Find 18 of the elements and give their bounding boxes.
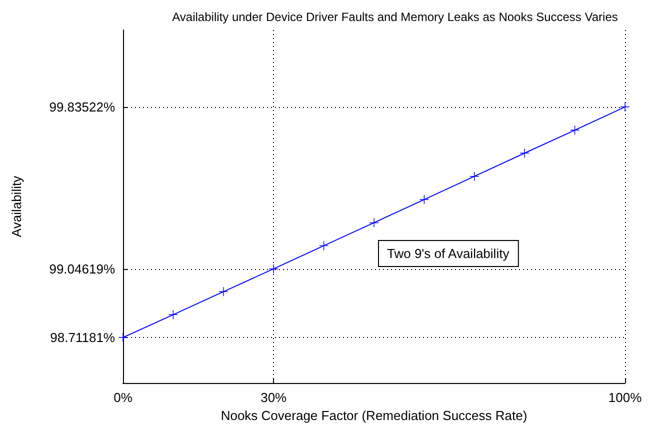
y-axis-title: Availability bbox=[9, 175, 24, 238]
y-tick-label: 99.83522% bbox=[49, 99, 116, 114]
point bbox=[470, 172, 479, 181]
point bbox=[218, 287, 228, 296]
point bbox=[420, 195, 429, 204]
point bbox=[520, 148, 530, 158]
x-tick-label: 100% bbox=[608, 390, 642, 405]
x-tick-label: 30% bbox=[260, 390, 288, 405]
annotation: Two 9's of Availability bbox=[387, 246, 510, 261]
point bbox=[620, 102, 630, 112]
y-tick-label: 99.04619% bbox=[49, 261, 116, 276]
y-tick-label: 98.71181% bbox=[50, 330, 116, 345]
x-tick-label: 0% bbox=[114, 390, 133, 405]
x-axis-title: Nooks Coverage Factor (Remediation Success Rate) bbox=[220, 408, 528, 423]
point bbox=[269, 264, 278, 274]
point bbox=[370, 218, 378, 228]
chart-title: Availability under Device Driver Faults and Memory Leaks as Nooks Success Varies bbox=[172, 10, 618, 24]
point bbox=[118, 332, 128, 342]
